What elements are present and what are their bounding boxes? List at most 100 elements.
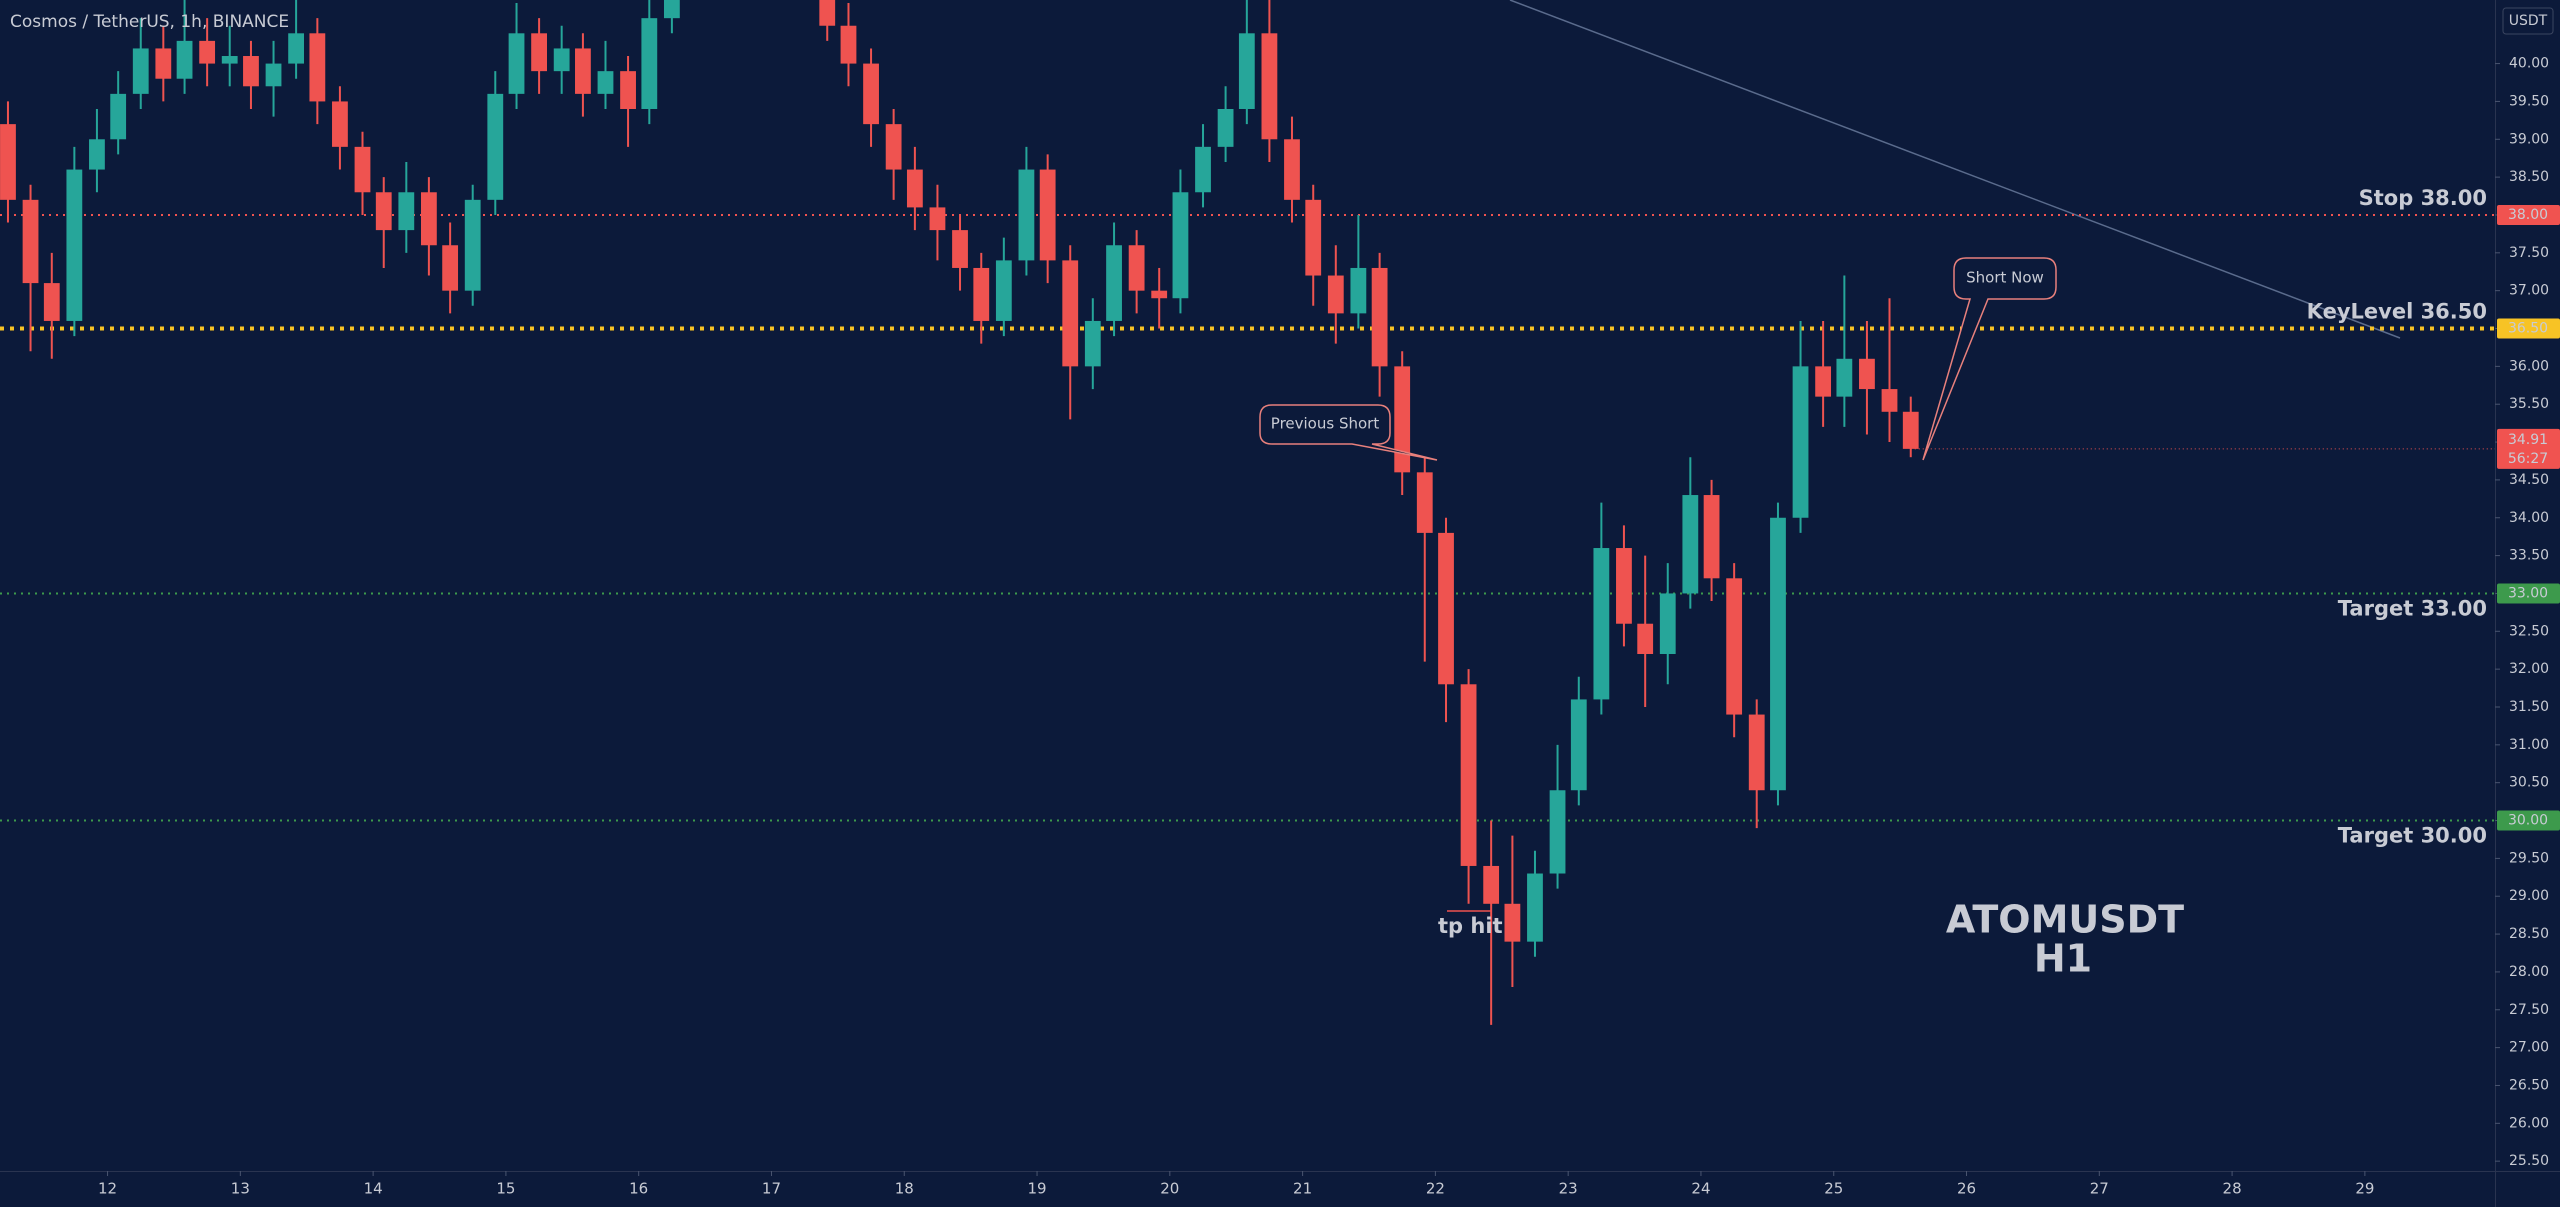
candle-body [199,40,216,64]
candle-body [1527,873,1543,942]
watermark-symbol: ATOMUSDT [1946,898,2184,942]
y-tick-label: 35.50 [2509,396,2549,412]
y-tick-label: 32.00 [2509,661,2549,677]
candle-body [1084,320,1101,367]
candle-body [1549,790,1566,874]
candle-body [1902,411,1919,449]
candle-body [1151,290,1168,299]
levels [0,213,2495,822]
watermark-interval: H1 [2034,937,2092,981]
x-tick-label: 12 [98,1180,117,1198]
candle-body [553,48,570,72]
y-tick-label: 28.50 [2509,926,2549,942]
candle-body [265,63,282,87]
candle-body [176,40,193,79]
candle-body [89,139,105,170]
y-tick-label: 26.00 [2509,1115,2549,1131]
candle-body [22,199,39,284]
candle-body [1350,267,1367,314]
y-tick-label: 40.00 [2509,56,2549,72]
unit-box [2502,7,2554,35]
callout-short-now [1922,257,2057,461]
candle-body [375,192,392,231]
y-tick-label: 31.50 [2509,699,2549,715]
x-tick-label: 28 [2223,1180,2242,1198]
candle-body [43,283,60,321]
x-tick-label: 21 [1293,1180,1312,1198]
candle-body [1128,245,1145,291]
level-label: KeyLevel 36.50 [2307,300,2487,324]
x-tick-label: 20 [1160,1180,1179,1198]
chart-title: Cosmos / TetherUS, 1h, BINANCE [10,12,289,32]
candle-body [863,63,879,125]
candle-body [398,192,415,231]
candle-body [1570,699,1587,791]
y-tick-label: 34.00 [2509,510,2549,526]
current-price-label: 34.91 [2508,432,2548,448]
x-tick-label: 24 [1691,1180,1710,1198]
candle-body [288,33,305,64]
callout-text: Previous Short [1271,415,1380,433]
y-tick-label: 37.00 [2509,283,2549,299]
current-price-tag [2497,428,2560,469]
candles [0,0,1919,1025]
y-tick-label: 26.50 [2509,1077,2549,1093]
level-tag-label: 36.50 [2508,321,2548,337]
candle-body [1106,245,1122,321]
candle-body [464,199,481,291]
y-tick-label: 32.50 [2509,623,2549,639]
candle-body [620,71,636,110]
candle-body [309,33,326,102]
candle-body [1593,548,1610,700]
x-tick-label: 23 [1559,1180,1578,1198]
candle-body [221,56,238,64]
trend-line [1509,0,2401,339]
candle-body [641,18,658,110]
x-tick-label: 26 [1957,1180,1976,1198]
candle-body [442,245,459,291]
tp-hit-label: tp hit [1438,914,1503,938]
y-tick-label: 28.00 [2509,964,2549,980]
candle-body [155,48,172,79]
x-tick-label: 17 [762,1180,781,1198]
y-tick-label: 27.00 [2509,1040,2549,1056]
candle-body [1483,865,1500,904]
y-tick-label: 30.50 [2509,775,2549,791]
candle-body [1284,139,1300,200]
candle-body [1726,578,1743,715]
candle-body [995,260,1012,321]
x-tick-label: 15 [496,1180,515,1198]
candle-body [575,48,591,94]
y-tick-label: 39.50 [2509,93,2549,109]
candle-body [1305,199,1322,276]
candle-body [1815,366,1832,397]
level-tag [2497,204,2560,225]
level-tag [2497,583,2560,604]
candle-body [132,48,149,94]
candle-body [0,124,16,200]
x-tick-label: 27 [2090,1180,2109,1198]
countdown-label: 56:27 [2508,451,2548,467]
y-tick-label: 37.50 [2509,245,2549,261]
candle-body [1394,366,1411,473]
candle-body [1327,275,1344,314]
candle-body [1172,192,1189,299]
candle-body [1371,267,1388,367]
candle-body [487,93,504,200]
x-tick-label: 14 [364,1180,383,1198]
candle-body [1217,109,1234,147]
candle-body [420,192,437,246]
candle-body [1238,33,1255,110]
y-tick-label: 39.00 [2509,131,2549,147]
candle-body [1836,358,1853,397]
callout-text: Short Now [1966,269,2044,287]
candle-body [929,207,946,231]
candle-body [66,169,83,321]
candle-body [1770,517,1786,791]
callout-previous-short [1259,404,1438,461]
candle-body [885,124,902,170]
level-tag-label: 33.00 [2508,585,2548,601]
candle-body [906,169,923,208]
